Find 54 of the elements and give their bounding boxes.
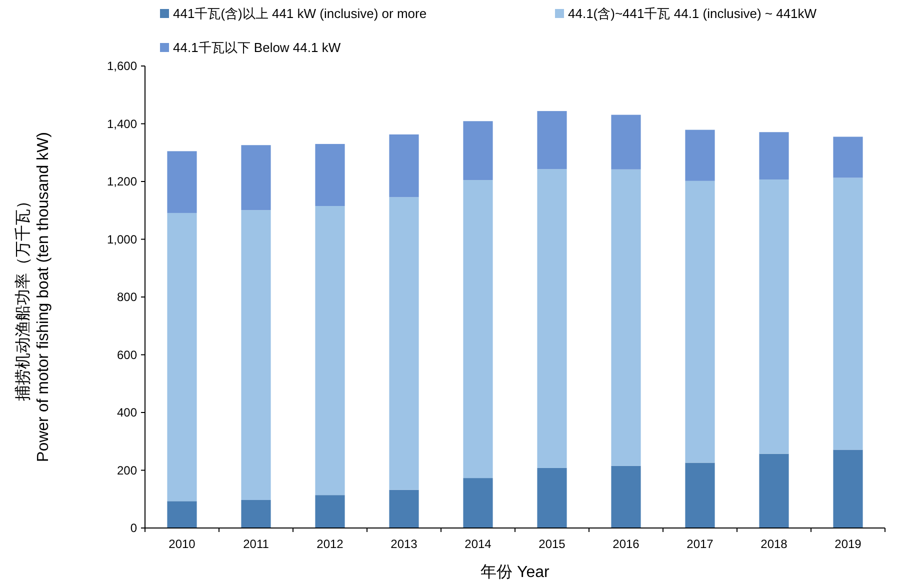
bar: [833, 450, 863, 528]
bar: [611, 169, 641, 466]
bar: [833, 136, 863, 178]
y-tick-label: 1,200: [106, 174, 138, 188]
bar: [241, 145, 271, 210]
y-tick-label: 200: [116, 463, 138, 478]
y-tick-label: 1,000: [106, 232, 138, 246]
bar: [241, 500, 271, 528]
legend-label: 44.1(含)~441千瓦 44.1 (inclusive) ~ 441kW: [568, 6, 818, 21]
y-tick-label: 0: [130, 521, 138, 535]
bar: [759, 132, 789, 180]
x-tick-label: 2015: [538, 537, 566, 551]
x-tick-label: 2014: [464, 537, 492, 551]
bar: [167, 501, 197, 528]
bar: [611, 114, 641, 170]
bar: [389, 490, 419, 528]
bar: [537, 111, 567, 170]
bar: [315, 206, 345, 496]
x-tick-label: 2018: [760, 537, 788, 551]
legend-label: 441千瓦(含)以上 441 kW (inclusive) or more: [173, 6, 427, 21]
bar: [389, 134, 419, 198]
bar: [463, 121, 493, 180]
x-tick-label: 2016: [612, 537, 640, 551]
x-tick-label: 2012: [316, 537, 344, 551]
bar: [167, 151, 197, 213]
bar: [389, 197, 419, 490]
y-tick-label: 600: [116, 348, 138, 362]
bar: [685, 180, 715, 463]
y-tick-label: 1,600: [106, 59, 138, 73]
x-tick-label: 2013: [390, 537, 418, 551]
bar: [759, 179, 789, 454]
y-tick-label: 400: [116, 406, 138, 420]
bar: [537, 468, 567, 528]
x-tick-label: 2017: [686, 537, 714, 551]
bar: [537, 169, 567, 468]
y-tick-label: 800: [116, 290, 138, 304]
bar: [833, 178, 863, 450]
y-tick-label: 1,400: [106, 116, 138, 131]
bar: [463, 478, 493, 528]
bar: [463, 180, 493, 478]
y-axis-title: 捕捞机动渔船功率（万千瓦） Power of motor fishing boat (ten thousand kW): [14, 132, 52, 462]
bar: [315, 144, 345, 206]
bar: [241, 210, 271, 500]
bar: [611, 466, 641, 528]
bar: [685, 130, 715, 181]
x-tick-label: 2010: [168, 537, 196, 551]
legend-label: 44.1千瓦以下 Below 44.1 kW: [173, 40, 342, 55]
bar: [167, 212, 197, 502]
bar: [685, 462, 715, 528]
bar: [759, 454, 789, 528]
x-tick-label: 2019: [834, 537, 862, 551]
bar: [315, 495, 345, 528]
x-tick-label: 2011: [243, 537, 270, 551]
x-axis-title: 年份 Year: [480, 564, 550, 581]
